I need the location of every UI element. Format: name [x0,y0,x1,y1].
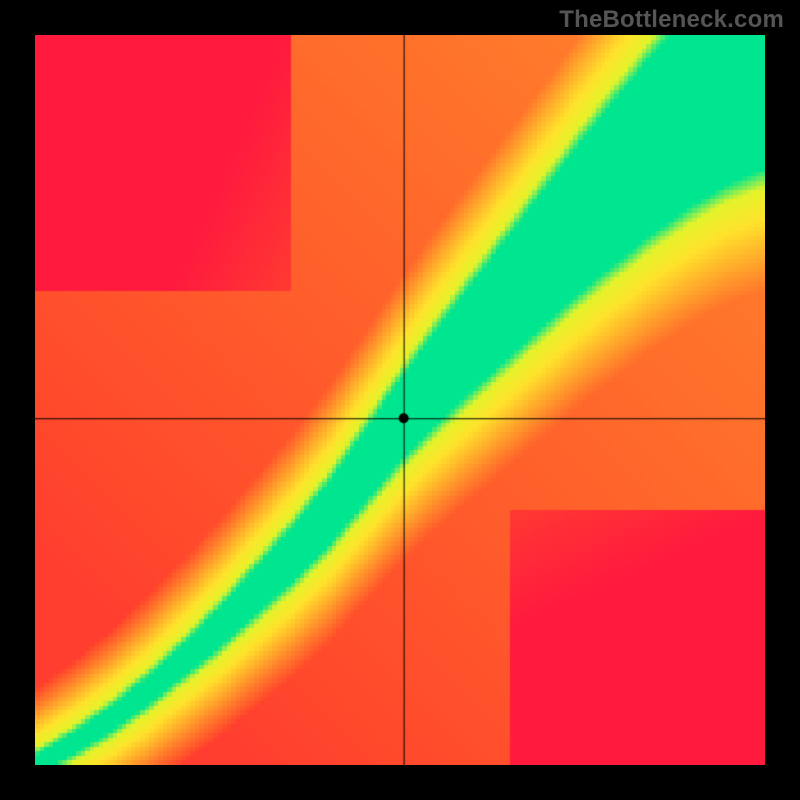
watermark-text: TheBottleneck.com [559,6,784,34]
plot-area [35,35,765,765]
stage: TheBottleneck.com [0,0,800,800]
bottleneck-heatmap [35,35,765,765]
